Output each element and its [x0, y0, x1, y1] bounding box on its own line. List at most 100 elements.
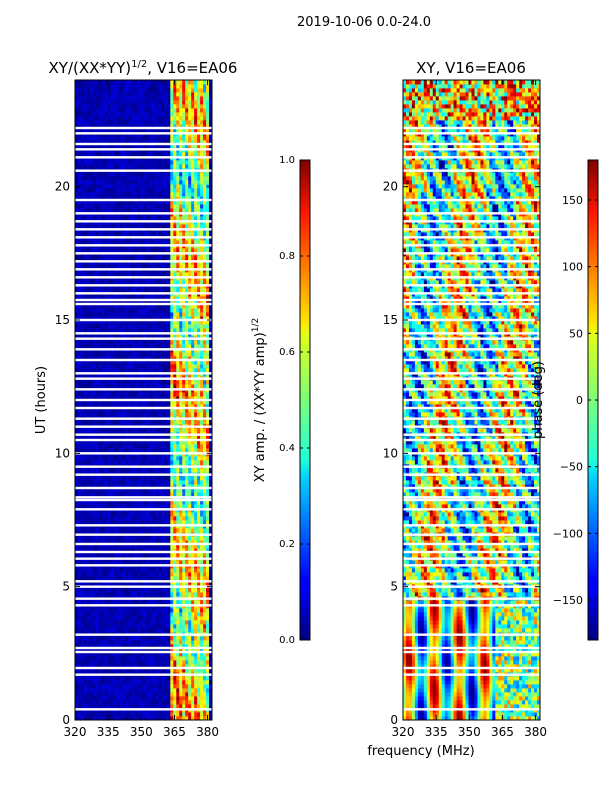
heatmap-cell [75, 520, 79, 525]
heatmap-cell [158, 592, 162, 597]
heatmap-cell [116, 576, 121, 581]
heatmap-cell [83, 288, 88, 293]
heatmap-cell [125, 404, 130, 409]
heatmap-cell [107, 296, 112, 301]
heatmap-cell [152, 548, 156, 553]
heatmap-cell [194, 664, 198, 669]
heatmap-cell [146, 300, 150, 305]
heatmap-cell [149, 680, 153, 685]
heatmap-cell [209, 288, 212, 293]
heatmap-cell [158, 692, 162, 697]
heatmap-cell [158, 364, 162, 369]
heatmap-cell [128, 520, 132, 525]
heatmap-cell [191, 304, 195, 309]
heatmap-cell [146, 516, 150, 521]
heatmap-cell [158, 588, 162, 593]
heatmap-cell [113, 664, 118, 669]
heatmap-cell [101, 316, 106, 321]
heatmap-cell [197, 420, 201, 425]
heatmap-cell [203, 328, 207, 333]
heatmap-cell [170, 640, 174, 645]
heatmap-cell [122, 520, 127, 525]
heatmap-cell [104, 396, 109, 401]
heatmap-cell [209, 304, 212, 309]
heatmap-cell [116, 616, 121, 621]
heatmap-cell [146, 568, 150, 573]
heatmap-cell [203, 680, 207, 685]
heatmap-cell [95, 536, 100, 541]
heatmap-cell [131, 544, 135, 549]
heatmap-cell [95, 684, 100, 689]
heatmap-cell [77, 288, 82, 293]
heatmap-cell [170, 384, 174, 389]
heatmap-cell [134, 540, 138, 545]
heatmap-cell [149, 712, 153, 717]
heatmap-cell [131, 304, 135, 309]
heatmap-cell [89, 676, 94, 681]
heatmap-cell [200, 400, 204, 405]
heatmap-cell [107, 484, 112, 489]
heatmap-cell [119, 516, 124, 521]
heatmap-cell [197, 460, 201, 465]
heatmap-cell [155, 616, 159, 621]
heatmap-cell [122, 648, 127, 653]
heatmap-cell [128, 404, 132, 409]
heatmap-cell [110, 320, 115, 325]
heatmap-cell [92, 360, 97, 365]
heatmap-cell [209, 648, 212, 653]
heatmap-cell [158, 328, 162, 333]
heatmap-cell [158, 384, 162, 389]
heatmap-cell [89, 504, 94, 509]
heatmap-cell [116, 400, 121, 405]
heatmap-cell [173, 316, 177, 321]
heatmap-cell [197, 384, 201, 389]
panel1-title-main: XY/(XX*YY) [49, 59, 132, 77]
heatmap-cell [107, 576, 112, 581]
heatmap-cell [143, 308, 147, 313]
heatmap-cell [98, 540, 103, 545]
heatmap-cell [92, 396, 97, 401]
heatmap-cell [75, 312, 79, 317]
heatmap-cell [188, 396, 192, 401]
heatmap-cell [170, 544, 174, 549]
heatmap-cell [194, 648, 198, 653]
heatmap-cell [131, 616, 135, 621]
heatmap-cell [98, 408, 103, 413]
heatmap-cell [197, 324, 201, 329]
heatmap-cell [104, 440, 109, 445]
heatmap-cell [155, 364, 159, 369]
heatmap-cell [146, 660, 150, 665]
heatmap-cell [140, 588, 144, 593]
heatmap-cell [89, 476, 94, 481]
heatmap-cell [197, 480, 201, 485]
heatmap-cell [110, 328, 115, 333]
heatmap-cell [191, 704, 195, 709]
heatmap-cell [200, 644, 204, 649]
heatmap-cell [200, 696, 204, 701]
heatmap-cell [80, 640, 85, 645]
heatmap-cell [188, 628, 192, 633]
heatmap-cell [158, 420, 162, 425]
heatmap-cell [152, 444, 156, 449]
heatmap-cell [176, 448, 180, 453]
heatmap-cell [92, 468, 97, 473]
heatmap-cell [176, 468, 180, 473]
heatmap-cell [206, 484, 210, 489]
heatmap-cell [75, 600, 79, 605]
heatmap-cell [86, 712, 91, 717]
heatmap-cell [191, 320, 195, 325]
heatmap-cell [149, 288, 153, 293]
heatmap-cell [77, 516, 82, 521]
heatmap-cell [182, 392, 186, 397]
heatmap-cell [107, 628, 112, 633]
heatmap-cell [170, 488, 174, 493]
heatmap-cell [170, 484, 174, 489]
heatmap-cell [155, 384, 159, 389]
heatmap-cell [176, 600, 180, 605]
heatmap-cell [101, 620, 106, 625]
heatmap-cell [173, 300, 177, 305]
heatmap-cell [107, 704, 112, 709]
heatmap-cell [194, 628, 198, 633]
heatmap-cell [191, 504, 195, 509]
heatmap-cell [209, 484, 212, 489]
